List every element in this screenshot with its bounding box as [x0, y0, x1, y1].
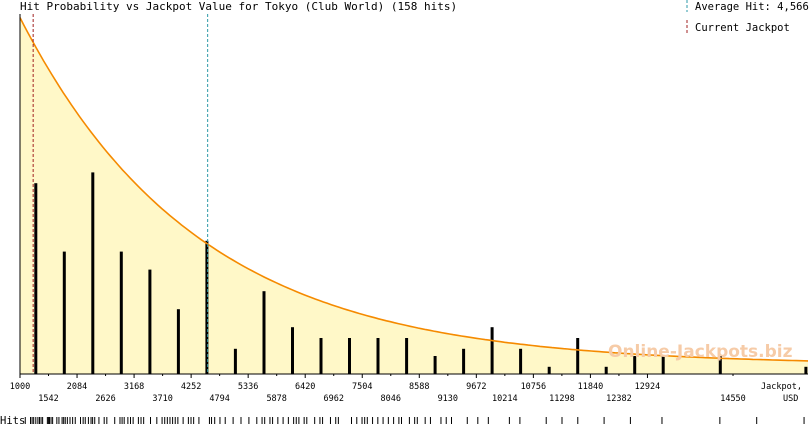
hit-bar	[291, 327, 294, 374]
x-tick-label: 5336	[238, 382, 258, 392]
x-tick-label: 8046	[381, 394, 401, 404]
watermark: Online-Jackpots.biz	[608, 342, 793, 362]
hit-bar	[462, 348, 466, 374]
x-tick-label: 2626	[95, 394, 115, 404]
hit-bar	[148, 269, 152, 374]
x-tick-label: 1542	[38, 394, 58, 404]
x-axis-label: Jackpot,	[761, 382, 802, 392]
x-tick-label: 2084	[67, 382, 87, 392]
legend: Average Hit: 4,566 Current Jackpot	[686, 0, 809, 34]
hit-bar	[661, 356, 665, 374]
legend-average-label: Average Hit: 4,566	[695, 1, 809, 13]
x-axis-ticks: 1000 2084 3168 4252 5336 6420 7504 8588 9672 1075…	[10, 374, 746, 404]
probability-area	[20, 17, 808, 374]
x-tick-label: 9672	[466, 382, 486, 392]
hit-bar	[604, 366, 608, 374]
x-tick-label: 8588	[409, 382, 429, 392]
x-tick-label: 11840	[578, 382, 604, 392]
x-tick-label: 9130	[438, 394, 458, 404]
hits-rug	[24, 417, 805, 424]
hit-bar	[376, 338, 380, 374]
x-tick-label: 4794	[209, 394, 229, 404]
x-tick-label: 3710	[152, 394, 172, 404]
hit-bar	[718, 356, 722, 374]
hit-bar	[576, 338, 580, 374]
x-tick-label: 6420	[295, 382, 315, 392]
x-tick-label: 11298	[549, 394, 575, 404]
x-tick-label: 12924	[635, 382, 661, 392]
hit-bar	[119, 251, 123, 374]
plot-area: Online-Jackpots.biz	[19, 14, 809, 375]
hit-bar	[233, 348, 237, 374]
x-tick-label: 14550	[720, 394, 746, 404]
hit-bar	[319, 338, 323, 374]
hit-bar	[519, 348, 523, 374]
chart-title: Hit Probability vs Jackpot Value for Tok…	[20, 0, 457, 13]
legend-current-label: Current Jackpot	[695, 22, 790, 34]
hits-label: Hits	[0, 415, 25, 425]
hit-bar	[348, 338, 351, 374]
hit-bar	[633, 356, 637, 374]
x-tick-label: 10756	[521, 382, 547, 392]
hit-bar	[176, 309, 180, 374]
x-tick-label: 3168	[124, 382, 144, 392]
hit-bar	[490, 327, 494, 374]
hit-bar	[405, 338, 409, 374]
x-tick-label: 6962	[323, 394, 343, 404]
hit-bar	[262, 291, 266, 374]
x-tick-label: 12382	[606, 394, 632, 404]
x-tick-label: 1000	[10, 382, 30, 392]
hit-bar	[34, 183, 38, 374]
hit-bar	[205, 240, 209, 374]
hit-bar	[91, 172, 95, 374]
x-axis-unit: USD	[783, 394, 798, 404]
hit-bars	[34, 172, 808, 374]
hit-bar	[804, 366, 808, 374]
x-tick-label: 10214	[492, 394, 518, 404]
probability-curve	[19, 17, 809, 362]
x-tick-label: 4252	[181, 382, 201, 392]
hit-bar	[433, 356, 437, 374]
x-tick-label: 7504	[352, 382, 372, 392]
x-tick-label: 5878	[266, 394, 286, 404]
hit-bar	[547, 366, 551, 374]
hit-bar	[62, 251, 66, 374]
